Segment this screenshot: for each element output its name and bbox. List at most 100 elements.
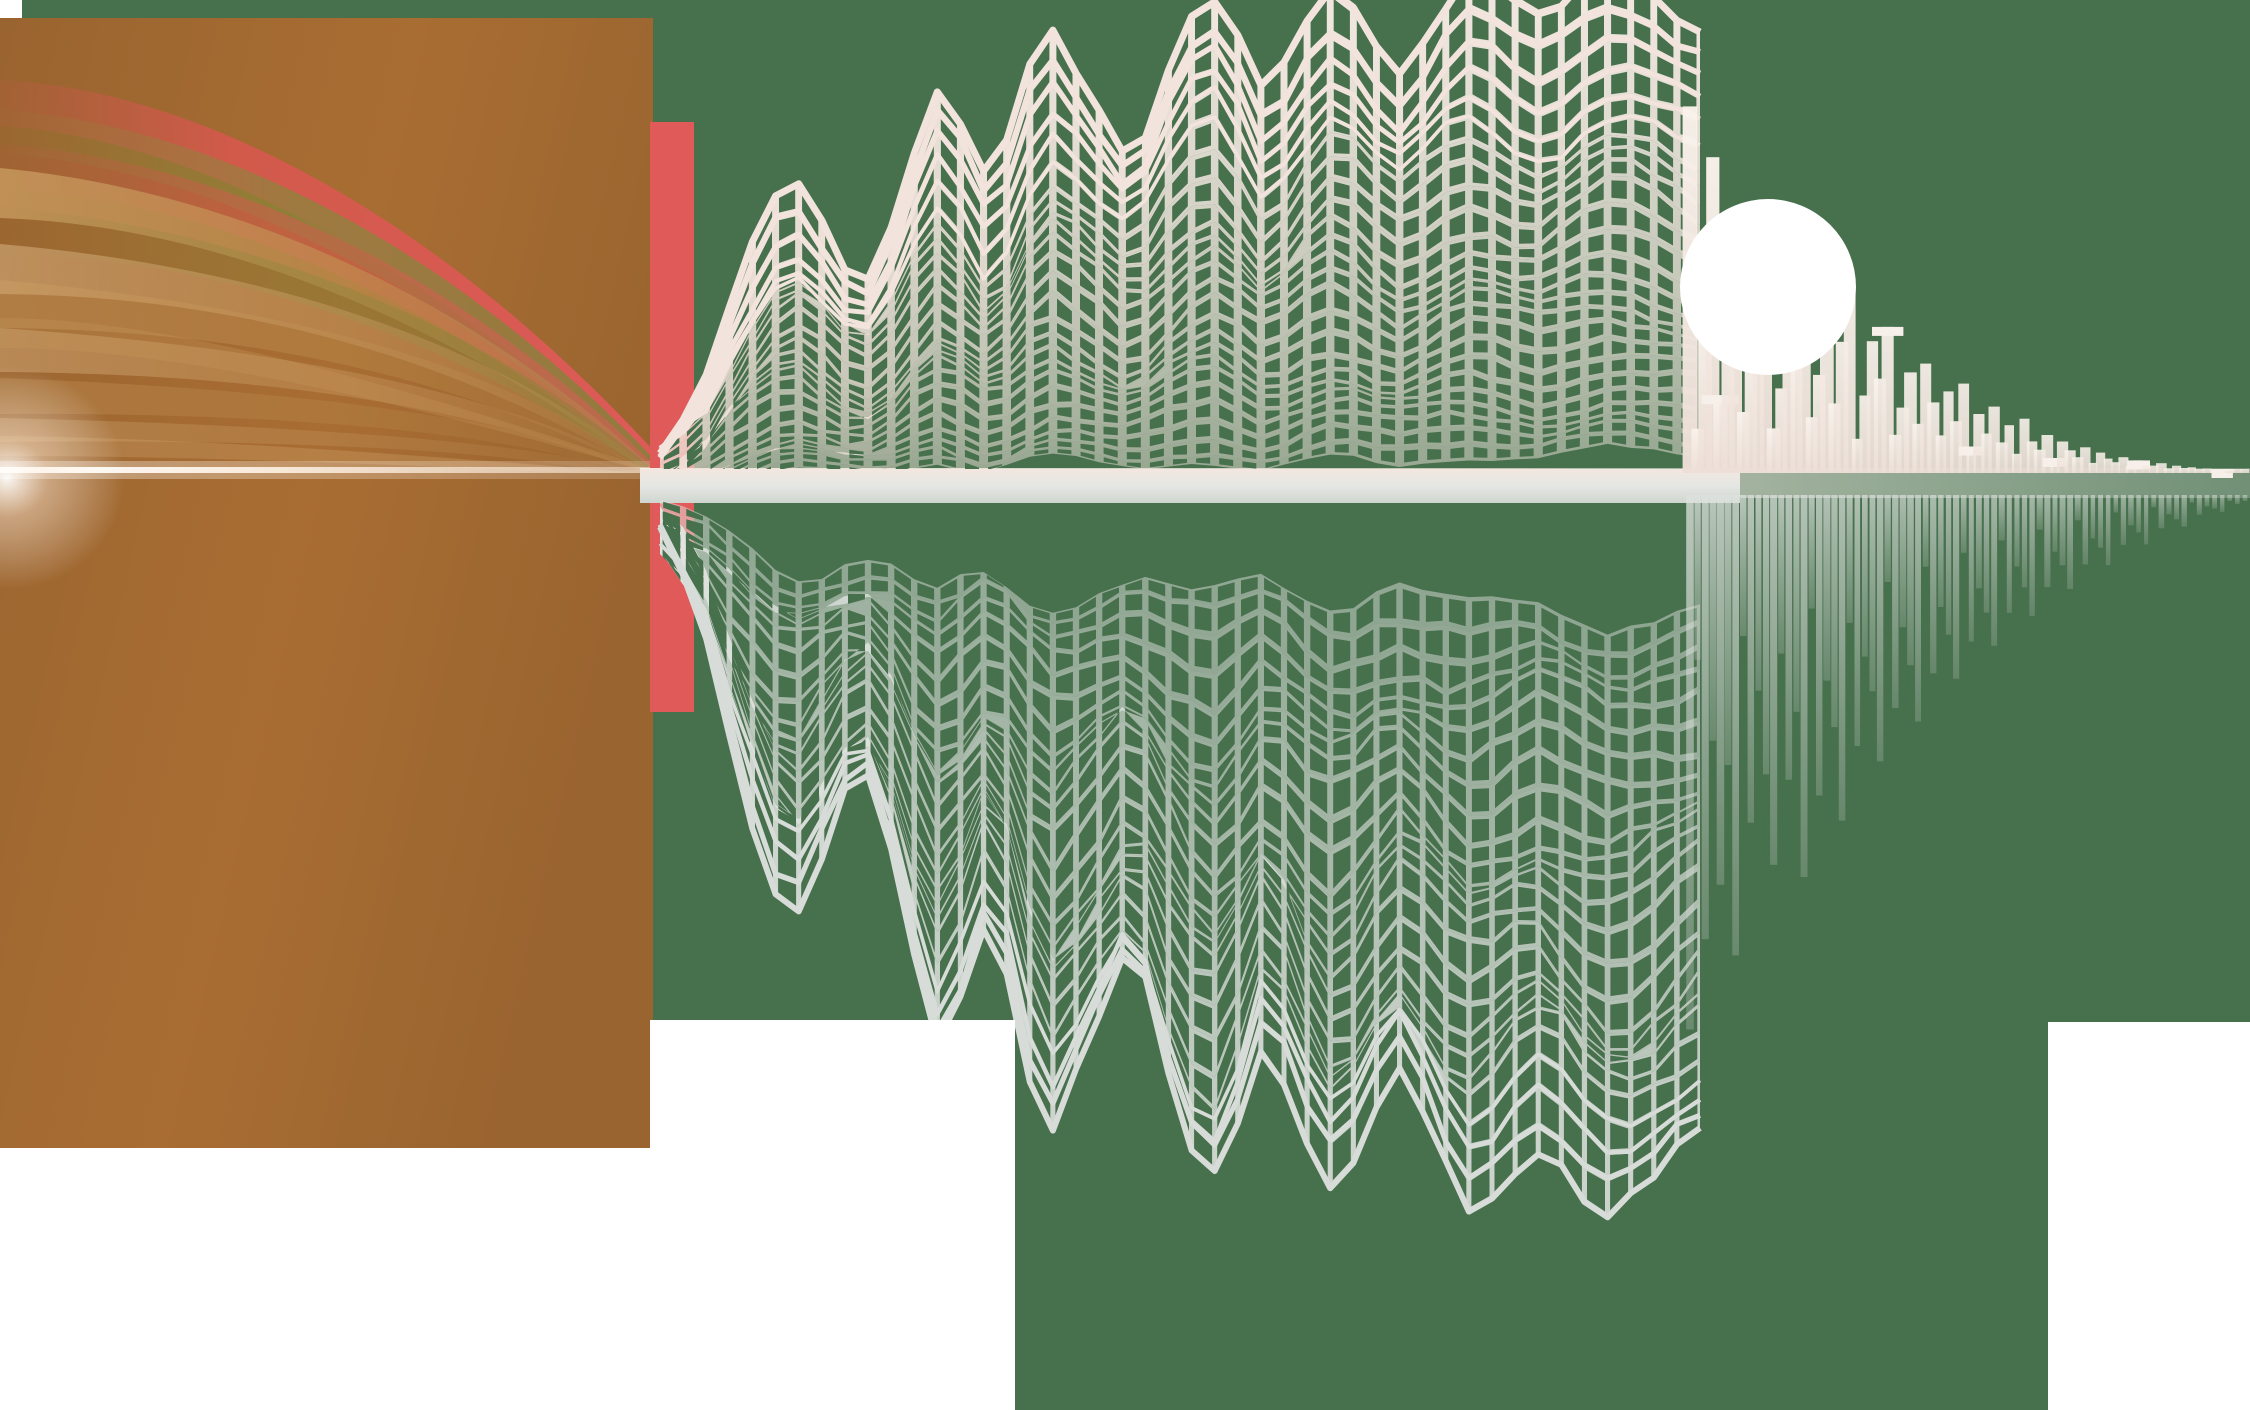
mesh-cell-hole bbox=[1264, 107, 1281, 136]
mesh-reflection-cell-hole bbox=[1587, 878, 1605, 900]
mesh-cell-hole bbox=[756, 307, 772, 339]
mesh-reflection-cell-hole bbox=[1033, 608, 1050, 621]
spike-bar bbox=[1958, 383, 1970, 473]
mesh-cell-hole bbox=[733, 354, 749, 390]
mesh-reflection-cell-hole bbox=[1379, 682, 1397, 698]
mesh-cell-hole bbox=[803, 449, 818, 453]
mesh-reflection-cell-hole bbox=[1402, 972, 1420, 1015]
mesh-reflection-cell-hole bbox=[1310, 808, 1328, 845]
mesh-reflection-cell-hole bbox=[1009, 656, 1027, 698]
mesh-reflection-cell-hole bbox=[1587, 777, 1605, 810]
mesh-cell-hole bbox=[1287, 232, 1304, 263]
mesh-cell-hole bbox=[1080, 365, 1095, 380]
mesh-reflection-cell-hole bbox=[1333, 961, 1351, 992]
mesh-cell-hole bbox=[1241, 252, 1257, 279]
mesh-reflection-cell-hole bbox=[1402, 813, 1420, 840]
mesh-reflection-cell-hole bbox=[940, 860, 958, 899]
mesh-cell-hole bbox=[1519, 291, 1535, 300]
mesh-cell-hole bbox=[1564, 91, 1581, 127]
mesh-cell-hole bbox=[1288, 364, 1303, 382]
spike-bar-reflection bbox=[1945, 495, 1952, 635]
mesh-cell-hole bbox=[1149, 339, 1165, 364]
mesh-cell-hole bbox=[1635, 358, 1650, 371]
mesh-reflection-cell-hole bbox=[778, 823, 797, 855]
mesh-reflection-cell-hole bbox=[1332, 1102, 1351, 1136]
mesh-reflection-cell-hole bbox=[1287, 605, 1304, 644]
mesh-cell-hole bbox=[1612, 435, 1627, 445]
spike-bar-reflection bbox=[2128, 495, 2134, 526]
mesh-cell-hole bbox=[1380, 291, 1396, 308]
mesh-reflection-cell-hole bbox=[801, 785, 819, 820]
mesh-cell-hole bbox=[826, 420, 841, 432]
mesh-cell-hole bbox=[1103, 385, 1118, 393]
mesh-reflection-cell-hole bbox=[871, 579, 888, 592]
mesh-reflection-cell-hole bbox=[1633, 1157, 1652, 1189]
mesh-cell-hole bbox=[895, 359, 911, 386]
mesh-reflection-cell-hole bbox=[1148, 928, 1166, 999]
mesh-reflection-cell-hole bbox=[1217, 920, 1235, 967]
mesh-reflection-cell-hole bbox=[1101, 860, 1120, 895]
spike-bar-reflection bbox=[1983, 495, 1990, 613]
mesh-cell-hole bbox=[1495, 240, 1512, 256]
mesh-reflection-cell-hole bbox=[1310, 841, 1328, 889]
mesh-cell-hole bbox=[1542, 272, 1558, 289]
mesh-reflection-cell-hole bbox=[1679, 1037, 1698, 1072]
mesh-cell-hole bbox=[1472, 144, 1489, 167]
mesh-cell-hole bbox=[964, 370, 980, 385]
mesh-cell-hole bbox=[1496, 422, 1511, 431]
mesh-cell-hole bbox=[825, 360, 841, 384]
mesh-cell-hole bbox=[871, 317, 888, 340]
mesh-cell-hole bbox=[1172, 69, 1188, 113]
mesh-cell-hole bbox=[1311, 392, 1326, 405]
mesh-cell-hole bbox=[1427, 449, 1442, 460]
mesh-reflection-cell-hole bbox=[1055, 787, 1074, 824]
mesh-reflection-cell-hole bbox=[1379, 837, 1397, 865]
mesh-cell-hole bbox=[941, 326, 957, 344]
mesh-cell-hole bbox=[917, 216, 934, 248]
mesh-reflection-cell-hole bbox=[1495, 802, 1513, 838]
mesh-reflection-cell-hole bbox=[848, 563, 865, 582]
mesh-reflection-cell-hole bbox=[1194, 1111, 1213, 1137]
mesh-cell-hole bbox=[1495, 138, 1512, 161]
mesh-reflection-cell-hole bbox=[1032, 778, 1050, 805]
mesh-reflection-cell-hole bbox=[1310, 715, 1328, 738]
mesh-cell-hole bbox=[1218, 79, 1235, 119]
mesh-cell-hole bbox=[779, 362, 795, 369]
mesh-cell-hole bbox=[941, 458, 956, 468]
spike-bar-reflection bbox=[1938, 495, 1944, 607]
mesh-cell-hole bbox=[1195, 35, 1212, 56]
mesh-cell-hole bbox=[1149, 302, 1165, 330]
mesh-cell-hole bbox=[1195, 345, 1211, 356]
mesh-cell-hole bbox=[1565, 366, 1581, 383]
mesh-reflection-cell-hole bbox=[1287, 714, 1305, 739]
mesh-cell-hole bbox=[1196, 424, 1211, 438]
mesh-reflection-cell-hole bbox=[1356, 687, 1374, 713]
mesh-cell-hole bbox=[1472, 102, 1489, 127]
spike-bar-reflection bbox=[1800, 495, 1808, 877]
spike-bar-reflection bbox=[2059, 495, 2066, 566]
mesh-cell-hole bbox=[1564, 0, 1581, 27]
mesh-cell-hole bbox=[941, 345, 957, 356]
mesh-reflection-cell-hole bbox=[1402, 848, 1420, 871]
mesh-reflection-cell-hole bbox=[1333, 776, 1351, 815]
mesh-reflection-cell-hole bbox=[1056, 699, 1073, 727]
mesh-reflection-cell-hole bbox=[1056, 621, 1073, 635]
mesh-cell-hole bbox=[1403, 167, 1419, 196]
mesh-cell-hole bbox=[1403, 138, 1419, 164]
white-corner-patch bbox=[0, 0, 22, 18]
mesh-reflection-cell-hole bbox=[1610, 966, 1628, 997]
mesh-cell-hole bbox=[1357, 145, 1373, 176]
spike-bar bbox=[1943, 391, 1954, 473]
mesh-cell-hole bbox=[1126, 372, 1142, 385]
mesh-cell-hole bbox=[1265, 460, 1280, 469]
mesh-reflection-cell-hole bbox=[1055, 878, 1074, 920]
mesh-cell-hole bbox=[1588, 139, 1604, 156]
mesh-cell-hole bbox=[1612, 405, 1627, 412]
mesh-cell-hole bbox=[1311, 383, 1326, 395]
mesh-reflection-cell-hole bbox=[1102, 776, 1120, 834]
mesh-reflection-cell-hole bbox=[1217, 904, 1235, 937]
mesh-cell-hole bbox=[1265, 387, 1280, 394]
mesh-reflection-cell-hole bbox=[755, 727, 773, 787]
mesh-cell-hole bbox=[1426, 18, 1443, 67]
